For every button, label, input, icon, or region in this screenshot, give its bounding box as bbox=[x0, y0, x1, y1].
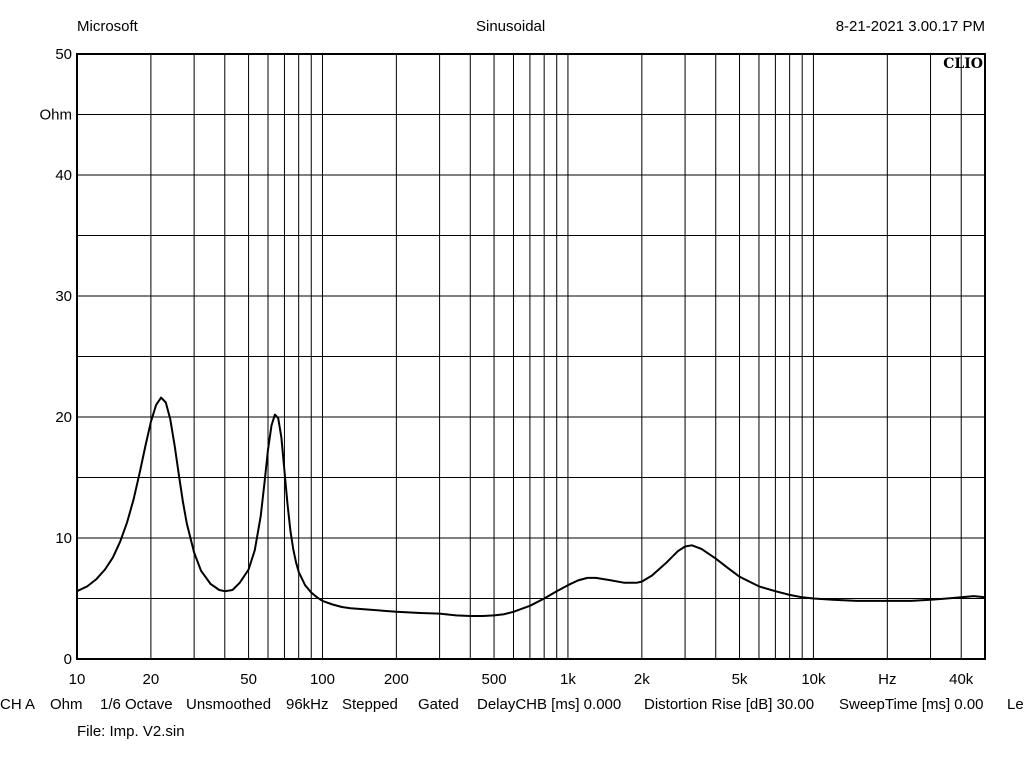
settings-unit: Ohm bbox=[50, 696, 83, 713]
y-tick-label: 50 bbox=[55, 46, 72, 63]
settings-row: CH A Ohm 1/6 Octave Unsmoothed 96kHz Ste… bbox=[0, 696, 1025, 716]
settings-gated: Gated bbox=[418, 696, 459, 713]
settings-delay: DelayCHB [ms] 0.000 bbox=[477, 696, 622, 713]
clio-brand-label: CLIO bbox=[943, 56, 983, 72]
header-timestamp: 8-21-2021 3.00.17 PM bbox=[835, 18, 985, 35]
x-axis-label: Hz bbox=[878, 671, 896, 688]
x-tick-label: 500 bbox=[482, 671, 507, 688]
x-tick-label: 40k bbox=[949, 671, 974, 688]
x-tick-label: 10 bbox=[69, 671, 86, 688]
header-left-label: Microsoft bbox=[77, 18, 138, 35]
settings-distortion-rise: Distortion Rise [dB] 30.00 bbox=[644, 696, 815, 713]
y-tick-label: 40 bbox=[55, 167, 72, 184]
settings-channel: CH A bbox=[0, 696, 36, 713]
y-tick-label: 10 bbox=[55, 530, 72, 547]
settings-resolution: 1/6 Octave bbox=[100, 696, 173, 713]
y-tick-label: 0 bbox=[64, 651, 72, 668]
impedance-curve bbox=[76, 396, 986, 617]
x-tick-label: 50 bbox=[240, 671, 257, 688]
settings-sweeptime: SweepTime [ms] 0.00 bbox=[839, 696, 984, 713]
x-tick-label: 10k bbox=[801, 671, 826, 688]
impedance-chart: 0 10 20 30 40 50 Ohm 10 20 50 100 200 500 1k 2k 5k 10k 40… bbox=[39, 46, 986, 688]
plot-frame bbox=[76, 53, 986, 660]
x-tick-label: 20 bbox=[143, 671, 160, 688]
y-tick-label: 30 bbox=[55, 288, 72, 305]
x-tick-label: 200 bbox=[384, 671, 409, 688]
header-center-label: Sinusoidal bbox=[476, 18, 546, 35]
settings-smoothing: Unsmoothed bbox=[186, 696, 272, 713]
x-tick-label: 2k bbox=[634, 671, 650, 688]
settings-overflow: Le bbox=[1007, 696, 1024, 713]
y-axis-label: Ohm bbox=[39, 107, 72, 124]
x-tick-label: 5k bbox=[732, 671, 748, 688]
settings-samplerate: 96kHz bbox=[286, 696, 329, 713]
x-tick-label: 100 bbox=[310, 671, 335, 688]
x-tick-label: 1k bbox=[560, 671, 576, 688]
y-tick-label: 20 bbox=[55, 409, 72, 426]
settings-mode: Stepped bbox=[342, 696, 398, 713]
file-name-label: File: Imp. V2.sin bbox=[77, 723, 185, 740]
